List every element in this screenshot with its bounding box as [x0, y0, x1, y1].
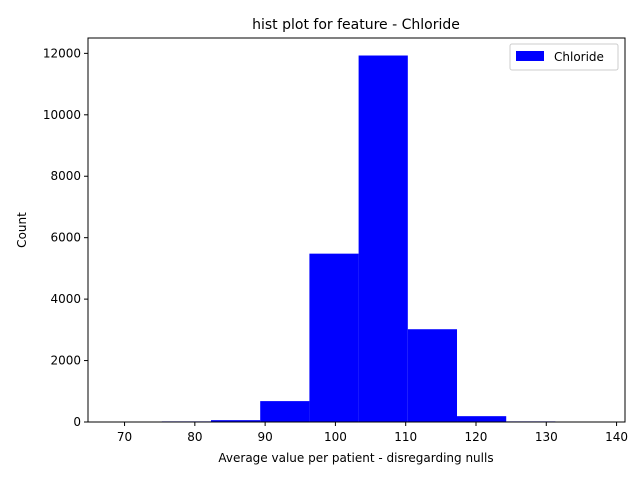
x-tick-label: 70 — [117, 430, 132, 444]
histogram-bar-6 — [358, 55, 408, 422]
y-tick-label: 6000 — [50, 231, 81, 245]
y-tick-label: 2000 — [50, 354, 81, 368]
x-axis-ticks: 70 80 90 100 110 120 130 140 — [117, 422, 628, 444]
histogram-bar-5 — [309, 253, 359, 422]
x-tick-label: 80 — [187, 430, 202, 444]
legend-frame — [509, 43, 619, 71]
x-tick-label: 120 — [465, 430, 488, 444]
x-tick-label: 130 — [535, 430, 558, 444]
histogram-bar-3 — [211, 420, 261, 422]
x-axis-label: Average value per patient - disregarding… — [218, 451, 493, 465]
legend: Chloride — [509, 43, 619, 71]
y-tick-label: 8000 — [50, 169, 81, 183]
histogram-bar-4 — [260, 401, 310, 422]
x-tick-label: 140 — [605, 430, 628, 444]
y-tick-label: 4000 — [50, 292, 81, 306]
y-tick-label: 12000 — [43, 46, 81, 60]
histogram-bar-7 — [407, 329, 458, 422]
y-tick-label: 0 — [73, 415, 81, 429]
histogram-bar-8 — [457, 416, 507, 422]
histogram-bars — [161, 55, 556, 422]
legend-label-chloride: Chloride — [554, 50, 604, 64]
y-tick-label: 10000 — [43, 108, 81, 122]
x-tick-label: 100 — [324, 430, 347, 444]
x-tick-label: 110 — [394, 430, 417, 444]
x-tick-label: 90 — [257, 430, 272, 444]
y-axis-label: Count — [15, 212, 29, 248]
y-axis-ticks: 0 2000 4000 6000 8000 10000 12000 — [43, 46, 88, 429]
legend-swatch-chloride — [516, 51, 544, 61]
chart-title: hist plot for feature - Chloride — [252, 17, 460, 33]
plot-area-frame — [87, 37, 626, 423]
